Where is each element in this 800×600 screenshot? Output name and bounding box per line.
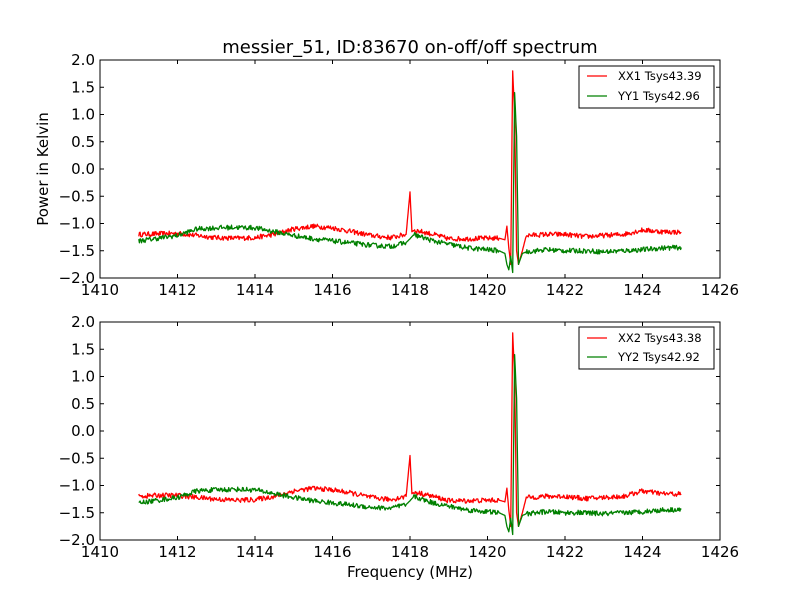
bottom-y-tick-label: −1.0 xyxy=(59,477,95,495)
top-y-tick-label: 1.0 xyxy=(71,106,95,124)
top-legend: XX1 Tsys43.39 YY1 Tsys42.96 xyxy=(578,65,715,109)
bottom-x-tick-label: 1420 xyxy=(468,543,506,561)
bottom-legend-box xyxy=(578,326,715,370)
top-y-tick-label: 0.0 xyxy=(71,160,95,178)
bottom-y-tick-label: 0.5 xyxy=(71,395,95,413)
bottom-legend: XX2 Tsys43.38 YY2 Tsys42.92 xyxy=(578,326,715,370)
top-ticks: 1410 1412 1414 1416 1418 1420 1422 1424 1426 2.0 1… xyxy=(59,51,740,299)
top-x-tick-label: 1426 xyxy=(701,281,739,299)
top-y-tick-label: 0.5 xyxy=(71,133,95,151)
bottom-series-line-xx xyxy=(138,332,682,528)
bottom-x-tick-label: 1410 xyxy=(81,543,119,561)
top-legend-label-xx1: XX1 Tsys43.39 xyxy=(618,69,702,83)
top-y-axis-label: Power in Kelvin xyxy=(34,112,52,226)
top-series-layer xyxy=(138,70,682,274)
top-x-tick-label: 1416 xyxy=(313,281,351,299)
bottom-y-tick-label: −0.5 xyxy=(59,449,95,467)
top-x-tick-label: 1418 xyxy=(391,281,429,299)
bottom-y-tick-label: −2.0 xyxy=(59,531,95,549)
top-y-tick-label: −1.5 xyxy=(59,242,95,260)
top-legend-box xyxy=(578,65,715,109)
top-x-tick-label: 1424 xyxy=(623,281,661,299)
top-legend-label-yy1: YY1 Tsys42.96 xyxy=(617,89,700,103)
top-y-tick-label: −1.0 xyxy=(59,215,95,233)
bottom-y-tick-label: 2.0 xyxy=(71,313,95,331)
bottom-y-tick-label: 1.5 xyxy=(71,340,95,358)
bottom-x-tick-label: 1412 xyxy=(158,543,196,561)
bottom-panel: 1410 1412 1414 1416 1418 1420 1422 1424 1426 2.0 1… xyxy=(59,313,740,581)
bottom-y-tick-label: −1.5 xyxy=(59,504,95,522)
bottom-legend-label-xx2: XX2 Tsys43.38 xyxy=(618,331,702,345)
bottom-y-tick-label: 1.0 xyxy=(71,368,95,386)
top-x-tick-label: 1412 xyxy=(158,281,196,299)
bottom-x-tick-label: 1414 xyxy=(236,543,274,561)
bottom-x-tick-label: 1418 xyxy=(391,543,429,561)
top-series-line-xx xyxy=(138,70,682,266)
bottom-x-tick-label: 1426 xyxy=(701,543,739,561)
top-y-tick-label: 1.5 xyxy=(71,78,95,96)
bottom-x-axis-label: Frequency (MHz) xyxy=(347,563,473,581)
top-x-tick-label: 1410 xyxy=(81,281,119,299)
bottom-y-tick-label: 0.0 xyxy=(71,422,95,440)
bottom-x-tick-label: 1424 xyxy=(623,543,661,561)
top-series-line-yy xyxy=(138,92,682,274)
top-x-tick-label: 1420 xyxy=(468,281,506,299)
chart-title: messier_51, ID:83670 on-off/off spectrum xyxy=(222,37,597,58)
bottom-series-layer xyxy=(138,332,682,536)
bottom-series-line-yy xyxy=(138,354,682,536)
top-x-tick-label: 1414 xyxy=(236,281,274,299)
top-y-tick-label: −0.5 xyxy=(59,187,95,205)
top-x-tick-label: 1422 xyxy=(546,281,584,299)
top-y-tick-label: 2.0 xyxy=(71,51,95,69)
bottom-x-tick-label: 1416 xyxy=(313,543,351,561)
top-panel: 1410 1412 1414 1416 1418 1420 1422 1424 1426 2.0 1… xyxy=(34,51,739,299)
bottom-legend-label-yy2: YY2 Tsys42.92 xyxy=(617,350,700,364)
bottom-ticks: 1410 1412 1414 1416 1418 1420 1422 1424 1426 2.0 1… xyxy=(59,313,740,561)
top-y-tick-label: −2.0 xyxy=(59,269,95,287)
bottom-x-tick-label: 1422 xyxy=(546,543,584,561)
